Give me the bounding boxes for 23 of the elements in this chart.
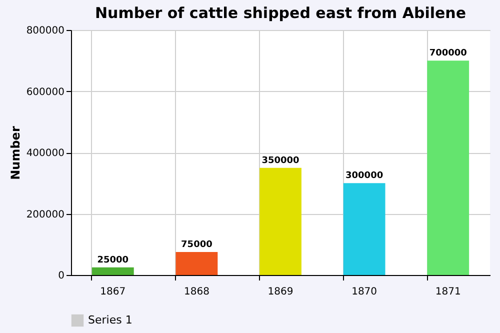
bar bbox=[343, 183, 386, 275]
x-tick-label: 1870 bbox=[352, 286, 378, 298]
y-tick-label: 0 bbox=[58, 270, 64, 282]
data-label: 300000 bbox=[346, 171, 384, 182]
bar bbox=[427, 60, 470, 275]
y-axis-title: Number bbox=[8, 126, 22, 180]
x-tick-label: 1867 bbox=[100, 286, 126, 298]
chart-title: Number of cattle shipped east from Abilene bbox=[94, 4, 466, 22]
y-tick-label: 800000 bbox=[26, 26, 64, 36]
bar bbox=[92, 267, 134, 275]
data-label: 350000 bbox=[262, 156, 300, 166]
y-tick-label: 600000 bbox=[26, 86, 64, 98]
data-label: 700000 bbox=[429, 48, 467, 59]
x-tick-label: 1871 bbox=[435, 286, 461, 298]
data-label: 75000 bbox=[181, 240, 212, 250]
x-tick-label: 1869 bbox=[268, 286, 294, 298]
bar bbox=[176, 252, 218, 275]
data-label: 25000 bbox=[97, 255, 129, 266]
x-tick-label: 1868 bbox=[184, 286, 210, 298]
y-tick-label: 200000 bbox=[26, 209, 64, 220]
bar bbox=[260, 168, 302, 275]
text: Series 1 bbox=[88, 314, 132, 326]
y-tick-label: 400000 bbox=[26, 148, 64, 159]
